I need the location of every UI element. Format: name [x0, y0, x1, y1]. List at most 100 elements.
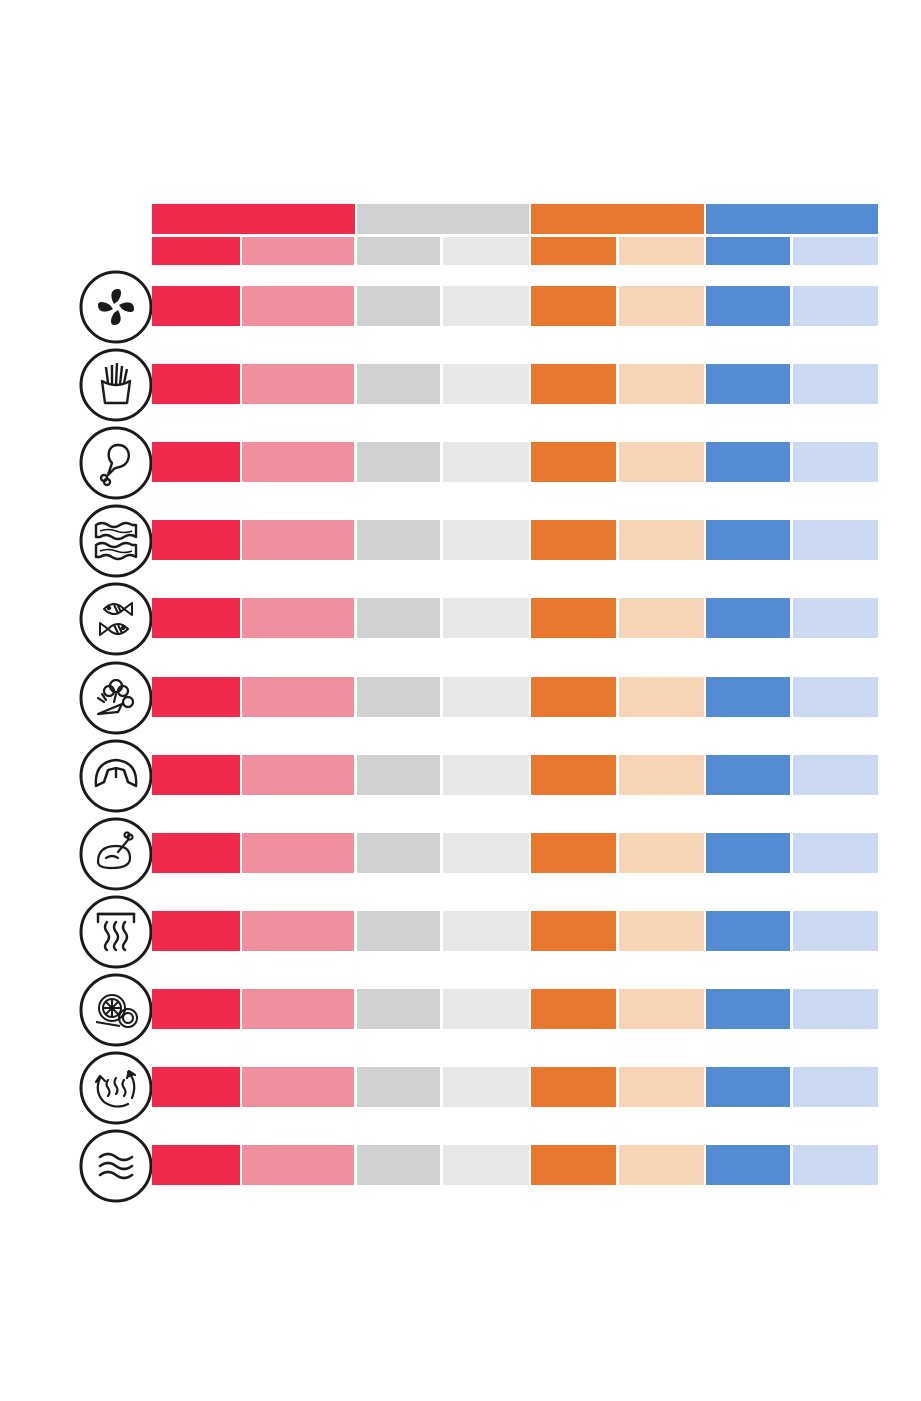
fish-icon: [79, 582, 153, 656]
croissant-icon: [79, 739, 153, 813]
cell-orange-1: [531, 364, 616, 404]
cell-gray-1: [357, 833, 440, 873]
group-header-gray: [357, 204, 529, 234]
cell-gray-1: [357, 677, 440, 717]
cell-red-1: [152, 1067, 240, 1107]
cell-gray-2: [443, 989, 529, 1029]
cell-red-2: [242, 1067, 354, 1107]
cell-blue-2: [793, 598, 878, 638]
cell-blue-1: [706, 677, 790, 717]
cell-red-1: [152, 755, 240, 795]
sub-header-red-1: [152, 237, 240, 265]
cell-blue-1: [706, 286, 790, 326]
cell-red-2: [242, 833, 354, 873]
cell-orange-1: [531, 286, 616, 326]
cell-orange-2: [619, 598, 704, 638]
sub-header-blue-2: [793, 237, 878, 265]
reheat-icon: [79, 1051, 153, 1125]
cell-blue-1: [706, 911, 790, 951]
chicken-leg-icon: [79, 426, 153, 500]
cell-red-1: [152, 286, 240, 326]
vegetables-icon: [79, 661, 153, 735]
cell-orange-2: [619, 677, 704, 717]
cell-gray-2: [443, 1145, 529, 1185]
cell-blue-1: [706, 1067, 790, 1107]
keep-warm-icon: [79, 895, 153, 969]
sub-header-gray-1: [357, 237, 440, 265]
cell-gray-1: [357, 598, 440, 638]
cell-gray-1: [357, 286, 440, 326]
cell-orange-2: [619, 364, 704, 404]
cell-gray-1: [357, 989, 440, 1029]
cell-gray-2: [443, 911, 529, 951]
cell-gray-1: [357, 755, 440, 795]
cell-red-2: [242, 364, 354, 404]
cell-red-1: [152, 1145, 240, 1185]
cell-gray-2: [443, 1067, 529, 1107]
cell-red-2: [242, 1145, 354, 1185]
cell-orange-2: [619, 1145, 704, 1185]
cell-red-2: [242, 911, 354, 951]
cell-orange-1: [531, 911, 616, 951]
cell-red-1: [152, 833, 240, 873]
cell-gray-1: [357, 1145, 440, 1185]
cell-orange-1: [531, 598, 616, 638]
cell-orange-1: [531, 677, 616, 717]
cell-blue-2: [793, 1067, 878, 1107]
roast-chicken-icon: [79, 817, 153, 891]
cell-red-1: [152, 598, 240, 638]
cell-gray-1: [357, 364, 440, 404]
cell-gray-2: [443, 442, 529, 482]
sub-header-orange-2: [619, 237, 704, 265]
cell-gray-2: [443, 677, 529, 717]
cell-blue-2: [793, 911, 878, 951]
cell-blue-1: [706, 442, 790, 482]
cell-orange-2: [619, 520, 704, 560]
cell-gray-2: [443, 755, 529, 795]
cell-red-1: [152, 442, 240, 482]
cell-blue-2: [793, 677, 878, 717]
cell-blue-2: [793, 286, 878, 326]
cell-blue-2: [793, 520, 878, 560]
cell-gray-2: [443, 286, 529, 326]
cell-orange-2: [619, 755, 704, 795]
bacon-icon: [79, 504, 153, 578]
cell-orange-1: [531, 755, 616, 795]
cell-gray-2: [443, 833, 529, 873]
cell-red-1: [152, 677, 240, 717]
cell-red-2: [242, 598, 354, 638]
cell-gray-1: [357, 1067, 440, 1107]
group-header-orange: [531, 204, 704, 234]
cell-blue-2: [793, 833, 878, 873]
cell-red-2: [242, 442, 354, 482]
cell-gray-2: [443, 364, 529, 404]
cell-orange-1: [531, 520, 616, 560]
cell-blue-2: [793, 755, 878, 795]
fries-icon: [79, 348, 153, 422]
cell-blue-2: [793, 1145, 878, 1185]
cell-blue-2: [793, 442, 878, 482]
cell-red-2: [242, 989, 354, 1029]
cell-red-2: [242, 520, 354, 560]
cell-red-1: [152, 911, 240, 951]
cell-orange-2: [619, 833, 704, 873]
cell-blue-1: [706, 520, 790, 560]
cell-red-1: [152, 520, 240, 560]
sub-header-red-2: [242, 237, 354, 265]
cell-red-1: [152, 989, 240, 1029]
cell-blue-1: [706, 1145, 790, 1185]
cell-blue-1: [706, 364, 790, 404]
group-header-blue: [706, 204, 878, 234]
cell-blue-1: [706, 598, 790, 638]
cell-orange-1: [531, 989, 616, 1029]
cell-red-2: [242, 755, 354, 795]
cell-gray-1: [357, 520, 440, 560]
cell-blue-1: [706, 989, 790, 1029]
sub-header-orange-1: [531, 237, 616, 265]
group-header-red: [152, 204, 355, 234]
dehydrate-icon: [79, 973, 153, 1047]
cell-orange-1: [531, 442, 616, 482]
cell-orange-2: [619, 1067, 704, 1107]
cell-gray-2: [443, 598, 529, 638]
